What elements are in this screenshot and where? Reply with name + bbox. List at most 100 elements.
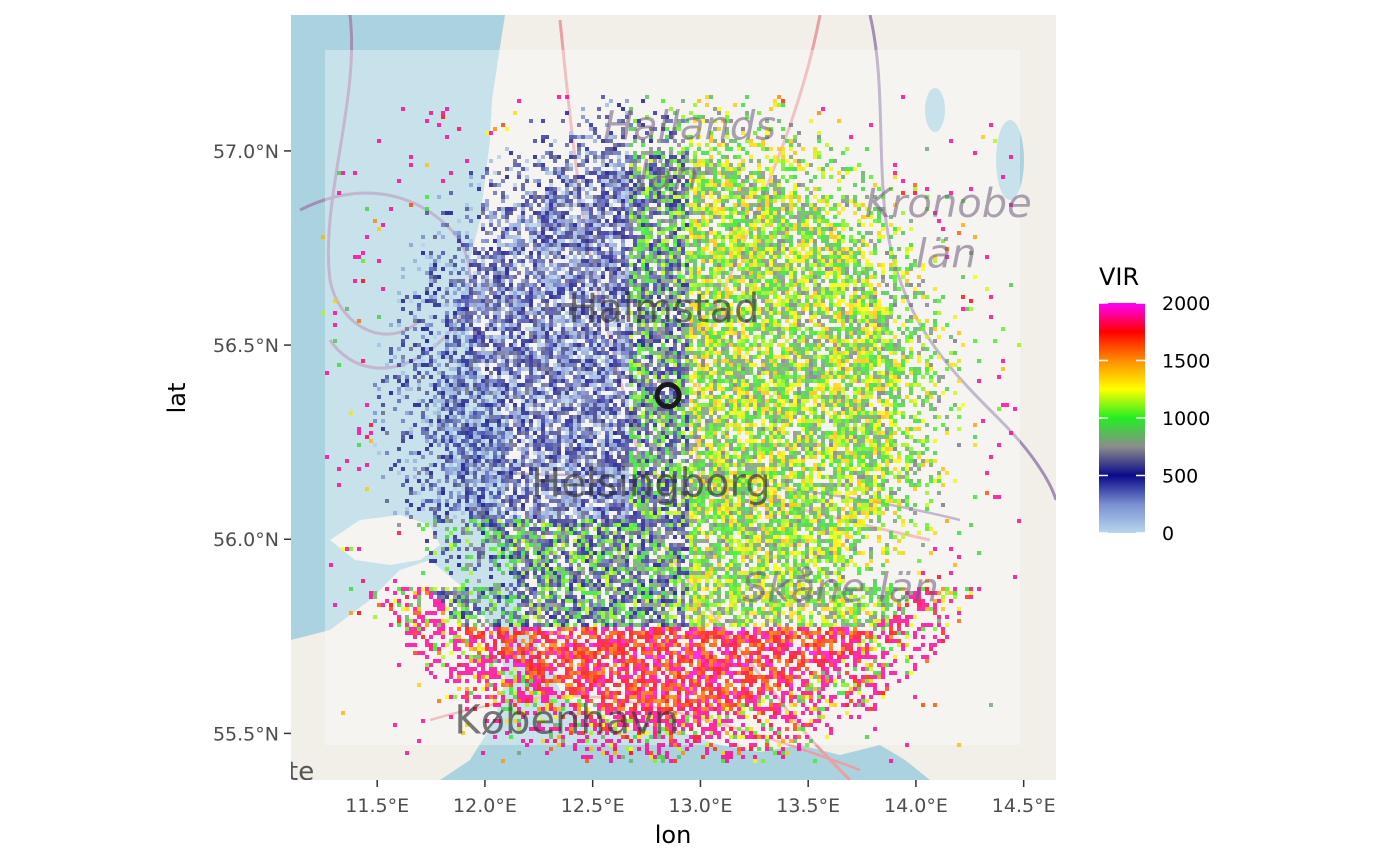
vir-cell xyxy=(805,299,809,303)
vir-cell xyxy=(537,259,541,263)
vir-cell xyxy=(877,239,881,243)
vir-cell xyxy=(573,327,577,331)
vir-cell xyxy=(445,331,449,335)
vir-cell xyxy=(801,367,805,371)
vir-cell xyxy=(717,291,721,295)
vir-cell xyxy=(625,219,629,223)
vir-cell xyxy=(833,327,837,331)
vir-cell xyxy=(833,271,837,275)
vir-cell xyxy=(721,327,725,331)
vir-cell xyxy=(457,331,461,335)
vir-cell xyxy=(497,307,501,311)
vir-cell xyxy=(477,331,481,335)
vir-cell xyxy=(533,191,537,195)
vir-cell xyxy=(857,263,861,267)
vir-cell xyxy=(641,355,645,359)
vir-cell xyxy=(701,371,705,375)
vir-cell xyxy=(685,147,689,151)
vir-cell xyxy=(717,363,721,367)
vir-cell xyxy=(597,175,601,179)
vir-cell xyxy=(785,271,789,275)
vir-cell xyxy=(669,207,673,211)
vir-cell xyxy=(913,295,917,299)
vir-cell xyxy=(817,335,821,339)
vir-cell xyxy=(733,211,737,215)
vir-cell xyxy=(729,263,733,267)
vir-cell xyxy=(557,211,561,215)
vir-cell xyxy=(469,263,473,267)
vir-cell xyxy=(625,215,629,219)
vir-cell xyxy=(789,307,793,311)
vir-cell xyxy=(537,335,541,339)
vir-cell xyxy=(805,347,809,351)
vir-cell xyxy=(653,239,657,243)
vir-cell xyxy=(789,239,793,243)
vir-cell xyxy=(609,335,613,339)
vir-cell xyxy=(629,195,633,199)
vir-cell xyxy=(821,343,825,347)
vir-cell xyxy=(725,143,729,147)
vir-cell xyxy=(509,279,513,283)
vir-cell xyxy=(689,235,693,239)
vir-cell xyxy=(725,295,729,299)
vir-cell xyxy=(685,195,689,199)
vir-cell xyxy=(425,255,429,259)
vir-cell xyxy=(789,279,793,283)
vir-cell xyxy=(753,271,757,275)
vir-cell xyxy=(677,195,681,199)
vir-cell xyxy=(501,339,505,343)
vir-cell xyxy=(605,259,609,263)
vir-cell xyxy=(653,111,657,115)
vir-cell xyxy=(665,307,669,311)
vir-cell xyxy=(421,375,425,379)
vir-cell xyxy=(705,331,709,335)
vir-cell xyxy=(537,323,541,327)
vir-cell xyxy=(601,251,605,255)
vir-cell xyxy=(753,255,757,259)
vir-cell xyxy=(645,367,649,371)
vir-cell xyxy=(725,155,729,159)
vir-cell xyxy=(785,255,789,259)
vir-cell xyxy=(585,371,589,375)
vir-cell xyxy=(617,211,621,215)
vir-cell xyxy=(637,159,641,163)
vir-cell xyxy=(417,307,421,311)
vir-cell xyxy=(469,351,473,355)
vir-cell xyxy=(813,207,817,211)
vir-cell xyxy=(745,203,749,207)
vir-cell xyxy=(701,363,705,367)
vir-cell xyxy=(421,299,425,303)
vir-cell xyxy=(621,175,625,179)
vir-cell xyxy=(653,255,657,259)
vir-cell xyxy=(621,347,625,351)
vir-cell xyxy=(609,187,613,191)
vir-cell xyxy=(733,259,737,263)
vir-cell xyxy=(629,271,633,275)
vir-cell xyxy=(713,307,717,311)
vir-cell xyxy=(585,351,589,355)
vir-cell xyxy=(761,363,765,367)
vir-cell xyxy=(753,215,757,219)
vir-cell xyxy=(605,231,609,235)
vir-cell xyxy=(545,299,549,303)
vir-cell xyxy=(905,339,909,343)
vir-cell xyxy=(737,355,741,359)
vir-cell xyxy=(501,327,505,331)
vir-cell xyxy=(709,215,713,219)
vir-cell xyxy=(877,311,881,315)
vir-cell xyxy=(641,231,645,235)
vir-cell xyxy=(677,319,681,323)
vir-cell xyxy=(457,335,461,339)
vir-cell xyxy=(789,287,793,291)
vir-cell xyxy=(833,215,837,219)
vir-cell xyxy=(721,319,725,323)
vir-cell xyxy=(609,263,613,267)
vir-cell xyxy=(473,299,477,303)
vir-cell xyxy=(777,223,781,227)
vir-cell xyxy=(553,355,557,359)
vir-cell xyxy=(745,251,749,255)
vir-cell xyxy=(829,291,833,295)
vir-cell xyxy=(553,279,557,283)
vir-cell xyxy=(781,155,785,159)
vir-cell xyxy=(389,359,393,363)
